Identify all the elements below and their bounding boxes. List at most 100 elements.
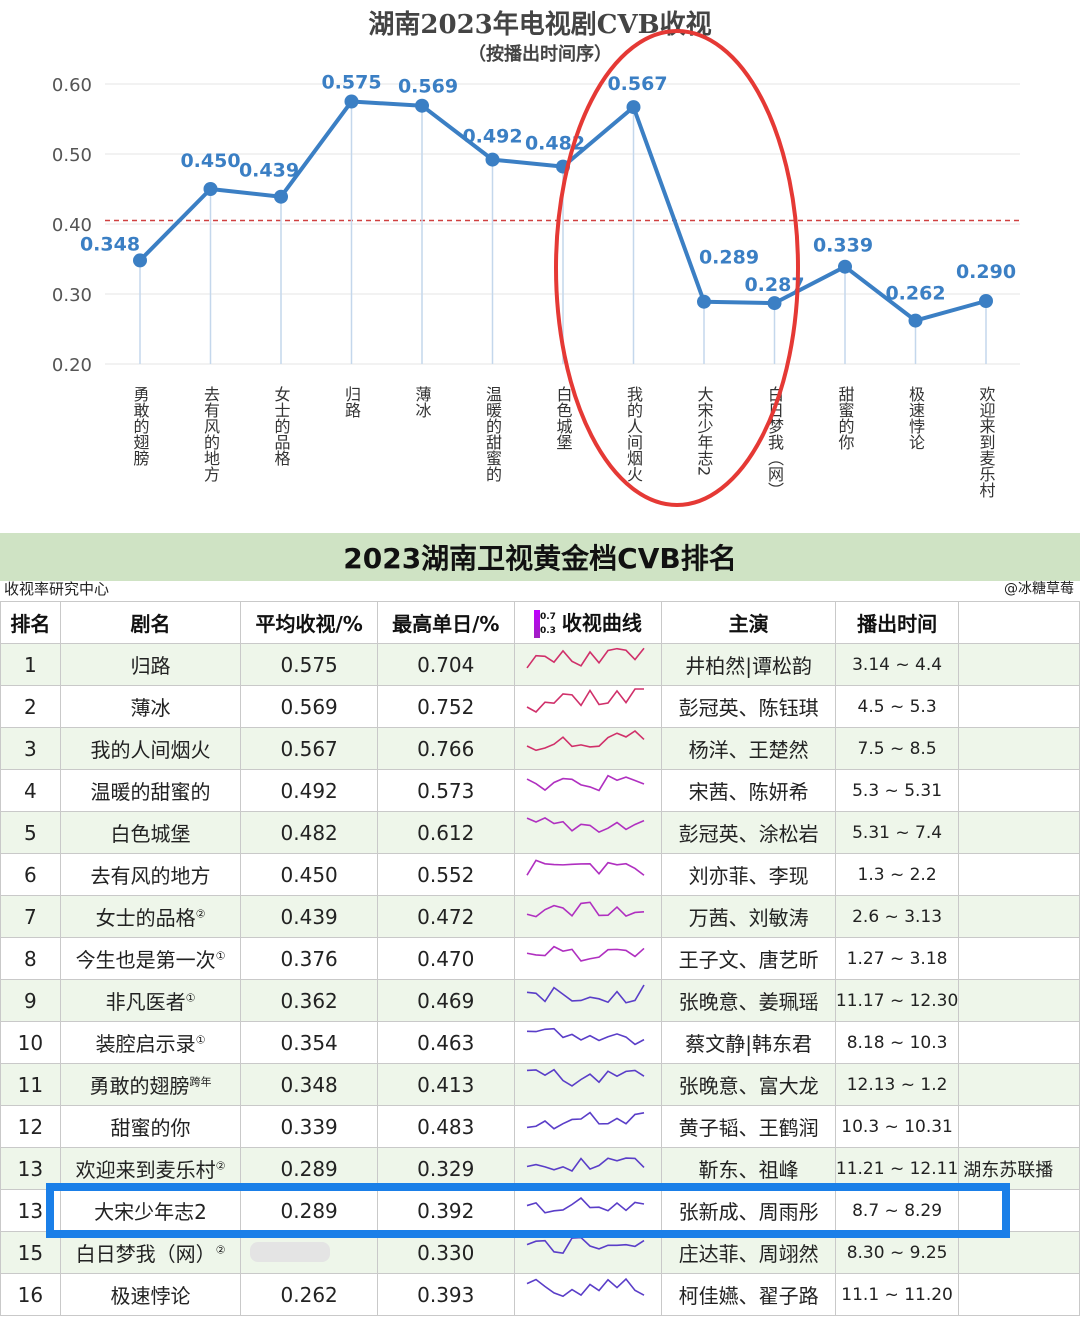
data-label: 0.439 [239, 160, 299, 182]
cell-max: 0.470 [376, 937, 515, 980]
cell-cast: 蔡文静|韩东君 [661, 1021, 836, 1064]
cell-time: 8.7 ~ 8.29 [834, 1189, 960, 1232]
cell-note [958, 979, 1080, 1022]
y-tick-label: 0.30 [52, 285, 92, 306]
data-label: 0.289 [699, 247, 759, 269]
data-label: 0.450 [180, 150, 240, 172]
cell-rank: 15 [0, 1231, 61, 1274]
cell-avg: 0.289 [240, 1147, 378, 1190]
category-label: 薄冰 [413, 386, 432, 418]
table-row: 10 装腔启示录① 0.354 0.463 蔡文静|韩东君 8.18 ~ 10.3 [0, 1021, 1080, 1064]
cell-cast: 彭冠英、陈钰琪 [661, 685, 836, 728]
sparkline [526, 1196, 645, 1214]
cell-time: 11.1 ~ 11.20 [834, 1273, 960, 1316]
table-title: 2023湖南卫视黄金档CVB排名 [343, 542, 737, 575]
cell-max: 0.766 [376, 727, 515, 770]
sparkline [526, 647, 645, 669]
cell-avg: 0.575 [240, 643, 378, 686]
cell-cast: 王子文、唐艺昕 [661, 937, 836, 980]
table-row: 11 勇敢的翅膀跨年 0.348 0.413 张晚意、富大龙 12.13 ~ 1.2 [0, 1063, 1080, 1106]
cell-name: 装腔启示录① [59, 1021, 242, 1064]
header-cast: 主演 [661, 601, 836, 644]
header-avg: 平均收视/% [240, 601, 378, 644]
data-point [979, 294, 993, 308]
header-rank: 排名 [0, 601, 61, 644]
cell-max: 0.573 [376, 769, 515, 812]
cell-curve [513, 1021, 663, 1064]
watermark-handle: @冰糖草莓 [1004, 581, 1074, 597]
drama-name: 薄冰 [130, 696, 171, 720]
category-label: 白色城堡 [554, 386, 573, 450]
cell-avg: 0.348 [240, 1063, 378, 1106]
y-axis-ticks: 0.60 0.50 0.40 0.30 0.20 [52, 75, 92, 376]
table-row: 16 极速悖论 0.262 0.393 柯佳嬿、翟子路 11.1 ~ 11.20 [0, 1273, 1080, 1316]
data-point [485, 152, 500, 167]
cell-time: 2.6 ~ 3.13 [834, 895, 960, 938]
cell-time: 1.3 ~ 2.2 [834, 853, 960, 896]
cell-curve [513, 685, 663, 728]
sparkline [526, 688, 644, 713]
cell-time: 11.21 ~ 12.11 [834, 1147, 960, 1190]
cell-max: 0.393 [376, 1273, 515, 1316]
drama-name: 去有风的地方 [90, 864, 211, 888]
cell-cast: 张新成、周雨彤 [661, 1189, 836, 1232]
table-row: 5 白色城堡 0.482 0.612 彭冠英、涂松岩 5.31 ~ 7.4 [0, 811, 1080, 854]
header-curve-label: 收视曲线 [561, 610, 642, 635]
cell-cast: 宋茜、陈妍希 [661, 769, 836, 812]
drama-name: 温暖的甜蜜的 [90, 780, 211, 804]
category-label: 欢迎来到麦乐村 [977, 386, 996, 498]
cell-cast: 靳东、祖峰 [661, 1147, 836, 1190]
cell-time: 1.27 ~ 3.18 [834, 937, 960, 980]
cell-curve [513, 1063, 663, 1106]
chart-subtitle: （按播出时间序） [468, 43, 612, 65]
footnote-mark: ② [215, 1159, 226, 1173]
cell-note [958, 1063, 1080, 1106]
cell-avg: 0.362 [240, 979, 378, 1022]
footnote-mark: ① [195, 1033, 206, 1047]
category-label: 归路 [342, 386, 361, 418]
sparkline [526, 729, 645, 752]
table-row: 9 非凡医者① 0.362 0.469 张晚意、姜珮瑶 11.17 ~ 12.30 [0, 979, 1080, 1022]
cell-curve [513, 979, 663, 1022]
cell-note [958, 643, 1080, 686]
cell-max: 0.552 [376, 853, 515, 896]
cell-cast: 井柏然|谭松韵 [661, 643, 836, 686]
data-label: 0.567 [607, 73, 667, 95]
cell-name: 归路 [59, 643, 242, 686]
cell-curve [513, 769, 663, 812]
cell-rank: 1 [0, 643, 61, 686]
y-tick-label: 0.20 [52, 355, 92, 376]
sparkline-path [526, 647, 645, 669]
data-label: 0.339 [813, 235, 873, 257]
footnote-mark: ② [215, 1243, 226, 1257]
cell-avg: 0.289 [240, 1189, 378, 1232]
sparkline-path [526, 901, 644, 918]
data-point [908, 313, 923, 328]
footnote-mark: ① [215, 949, 226, 963]
data-point [767, 296, 782, 311]
header-time: 播出时间 [834, 601, 960, 644]
legend-max: 0.7 [539, 612, 556, 623]
cell-rank: 2 [0, 685, 61, 728]
table-row: 6 去有风的地方 0.450 0.552 刘亦菲、李现 1.3 ~ 2.2 [0, 853, 1080, 896]
cell-avg: 0.492 [240, 769, 378, 812]
cell-rank: 5 [0, 811, 61, 854]
cell-note [958, 1105, 1080, 1148]
cell-note [958, 937, 1080, 980]
cell-time: 4.5 ~ 5.3 [834, 685, 960, 728]
footnote-mark: ① [185, 991, 196, 1005]
cell-rank: 6 [0, 853, 61, 896]
data-point [626, 100, 641, 115]
cell-name: 温暖的甜蜜的 [59, 769, 242, 812]
cell-cast: 黄子韬、王鹤润 [661, 1105, 836, 1148]
cell-time: 5.31 ~ 7.4 [834, 811, 960, 854]
drama-name: 归路 [130, 654, 171, 678]
table-row: 1 归路 0.575 0.704 井柏然|谭松韵 3.14 ~ 4.4 [0, 643, 1080, 686]
table-row: 4 温暖的甜蜜的 0.492 0.573 宋茜、陈妍希 5.3 ~ 5.31 [0, 769, 1080, 812]
cell-avg: 0.567 [240, 727, 378, 770]
cell-rank: 11 [0, 1063, 61, 1106]
y-tick-label: 0.40 [52, 215, 92, 236]
cell-note [958, 1231, 1080, 1274]
cell-curve [513, 727, 663, 770]
